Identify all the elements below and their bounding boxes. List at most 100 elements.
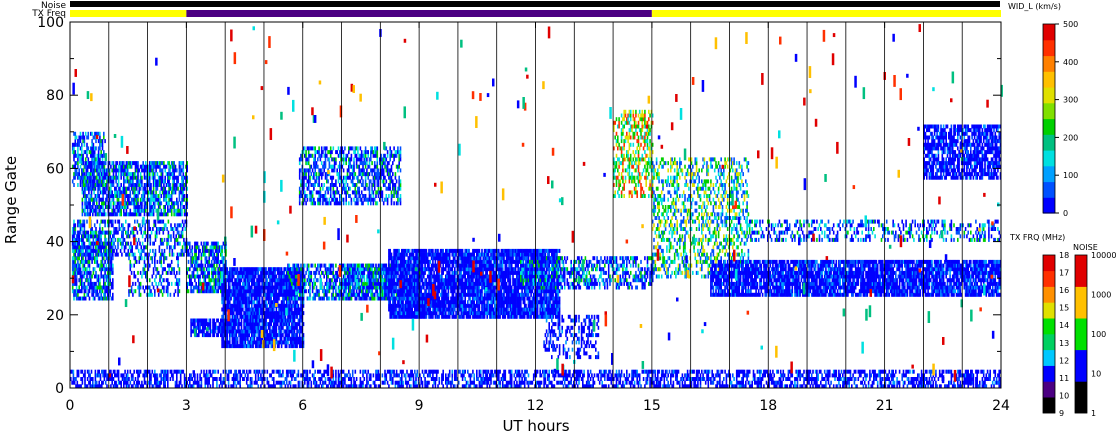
data-cell bbox=[142, 197, 144, 202]
data-cell bbox=[159, 241, 162, 246]
data-cell bbox=[89, 183, 91, 187]
data-cell bbox=[353, 278, 355, 283]
data-cell bbox=[318, 179, 320, 184]
data-cell bbox=[326, 289, 328, 294]
data-cell bbox=[216, 252, 218, 257]
data-cell bbox=[84, 230, 87, 235]
data-cell bbox=[170, 201, 173, 206]
data-cell bbox=[323, 194, 325, 198]
data-cell bbox=[98, 194, 100, 198]
data-cell bbox=[319, 296, 322, 301]
data-cell bbox=[249, 289, 252, 294]
data-cell bbox=[231, 344, 234, 349]
data-cell bbox=[181, 208, 183, 213]
data-cell bbox=[86, 150, 88, 155]
txfreq-segment bbox=[186, 10, 652, 17]
data-cell bbox=[243, 285, 245, 290]
data-cell bbox=[266, 281, 269, 286]
data-cell bbox=[159, 252, 162, 257]
data-cell bbox=[186, 164, 188, 169]
data-cell bbox=[151, 164, 154, 169]
data-cell bbox=[126, 197, 129, 202]
data-cell bbox=[289, 281, 292, 286]
data-cell bbox=[291, 289, 293, 294]
data-cell bbox=[337, 190, 340, 195]
data-cell bbox=[213, 318, 216, 323]
data-cell bbox=[205, 267, 208, 272]
data-cell bbox=[101, 296, 104, 301]
data-cell bbox=[221, 314, 223, 319]
data-cell bbox=[245, 336, 248, 341]
data-cell bbox=[376, 172, 379, 177]
data-cell bbox=[207, 274, 209, 279]
data-cell bbox=[114, 237, 117, 242]
data-cell bbox=[223, 285, 226, 290]
data-cell bbox=[275, 333, 278, 338]
data-cell bbox=[348, 201, 350, 206]
data-cell bbox=[244, 281, 247, 286]
data-cell bbox=[252, 329, 254, 334]
data-cell bbox=[73, 230, 75, 235]
data-cell bbox=[73, 296, 75, 301]
data-cell bbox=[99, 212, 102, 217]
data-cell bbox=[239, 303, 241, 308]
data-cell bbox=[153, 241, 155, 246]
data-cell bbox=[329, 281, 332, 286]
data-cell bbox=[225, 322, 227, 327]
data-cell bbox=[200, 322, 203, 327]
data-cell bbox=[146, 190, 148, 195]
data-cell bbox=[191, 263, 194, 268]
data-cell bbox=[160, 201, 163, 206]
data-cell bbox=[160, 175, 163, 180]
data-cell bbox=[168, 201, 170, 206]
data-cell bbox=[100, 234, 102, 239]
data-cell bbox=[209, 281, 212, 286]
data-cell bbox=[130, 175, 133, 180]
data-cell bbox=[393, 183, 395, 187]
data-cell bbox=[150, 201, 152, 206]
data-cell bbox=[231, 329, 234, 334]
data-cell bbox=[192, 325, 195, 330]
data-cell bbox=[112, 285, 114, 290]
data-cell bbox=[150, 194, 152, 198]
data-cell bbox=[107, 208, 110, 213]
data-cell bbox=[333, 161, 336, 166]
data-cell bbox=[212, 318, 214, 323]
data-cell bbox=[139, 223, 141, 228]
data-cell bbox=[341, 150, 344, 155]
data-cell bbox=[100, 274, 102, 279]
data-cell bbox=[176, 223, 179, 228]
data-cell bbox=[315, 150, 318, 155]
data-cell bbox=[163, 285, 165, 290]
data-cell bbox=[329, 183, 332, 187]
data-cell bbox=[267, 274, 270, 279]
data-cell bbox=[160, 263, 163, 268]
data-cell bbox=[337, 146, 340, 151]
data-cell bbox=[313, 146, 315, 151]
data-cell bbox=[314, 270, 316, 275]
data-cell bbox=[105, 274, 108, 279]
data-cell bbox=[293, 340, 296, 345]
data-cell bbox=[270, 318, 272, 323]
data-cell bbox=[209, 325, 212, 330]
data-cell bbox=[103, 164, 106, 169]
data-cell bbox=[342, 186, 345, 191]
data-cell bbox=[339, 150, 341, 155]
data-cell bbox=[164, 208, 166, 213]
data-cell bbox=[267, 336, 270, 341]
data-cell bbox=[75, 278, 78, 283]
data-cell bbox=[223, 248, 226, 253]
data-cell bbox=[121, 241, 123, 246]
data-cell bbox=[161, 248, 163, 253]
data-cell bbox=[82, 259, 84, 264]
data-cell bbox=[182, 194, 185, 198]
data-cell bbox=[74, 267, 77, 272]
data-cell bbox=[238, 296, 240, 301]
data-cell bbox=[393, 201, 395, 206]
data-cell bbox=[159, 164, 161, 169]
data-cell bbox=[73, 164, 75, 169]
data-cell bbox=[95, 146, 97, 151]
data-cell bbox=[248, 296, 250, 301]
data-cell bbox=[189, 267, 191, 272]
data-cell bbox=[154, 289, 156, 294]
